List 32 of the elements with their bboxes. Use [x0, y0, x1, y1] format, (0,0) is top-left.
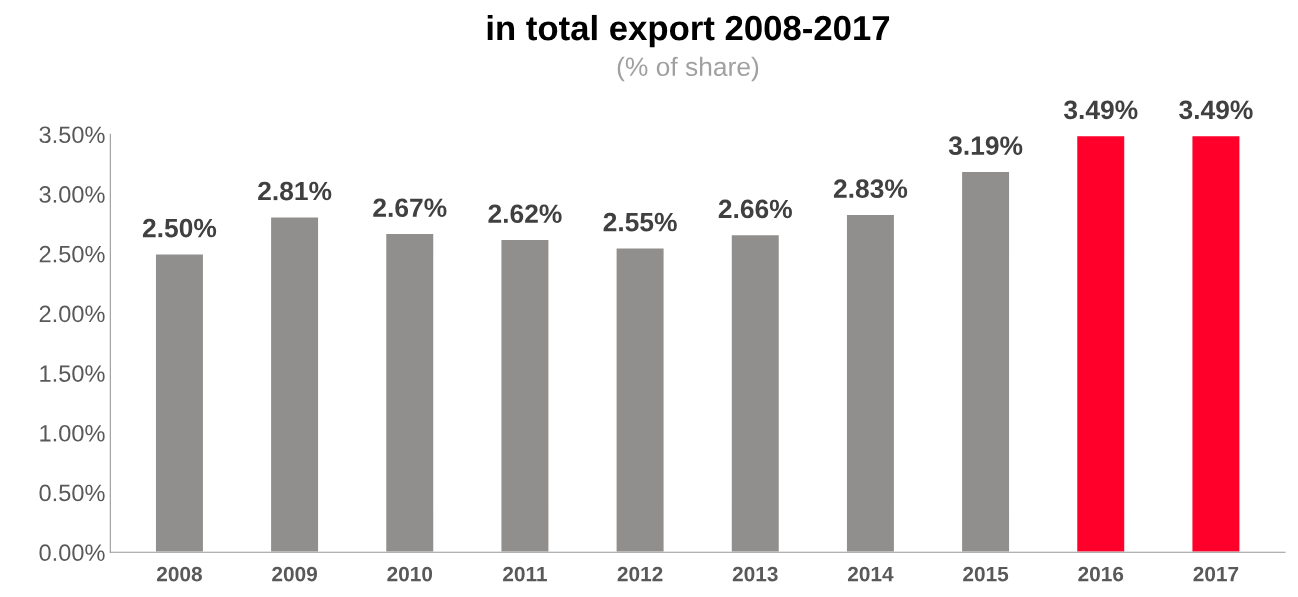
y-tick-label: 2.00% — [39, 305, 105, 323]
data-label: 2.81% — [258, 181, 332, 201]
y-tick-label: 3.00% — [39, 186, 105, 203]
data-label: 2.67% — [373, 198, 447, 218]
bar — [1075, 134, 1126, 553]
data-label: 3.49% — [1179, 100, 1253, 120]
x-tick-label: 2017 — [1193, 566, 1239, 582]
x-tick-label: 2012 — [617, 566, 663, 582]
data-label: 3.19% — [948, 136, 1023, 156]
bar — [1191, 134, 1241, 553]
y-tick-label: 1.50% — [40, 365, 105, 382]
data-label: 2.83% — [833, 179, 908, 199]
y-tick-label: 1.00% — [40, 424, 105, 442]
x-tick-label: 2009 — [272, 566, 317, 582]
y-tick-label: 3.50% — [39, 126, 105, 144]
x-tick-label: 2011 — [503, 566, 547, 582]
data-label: 2.50% — [142, 218, 217, 238]
data-label: 2.55% — [603, 212, 677, 232]
data-label: 3.49% — [1063, 100, 1138, 120]
data-label: 2.62% — [488, 204, 562, 224]
x-tick-label: 2010 — [387, 566, 433, 582]
y-tick-label: 0.50% — [39, 484, 105, 502]
x-tick-label: 2014 — [847, 566, 894, 582]
y-tick-label: 2.50% — [39, 245, 105, 263]
x-tick-label: 2015 — [963, 566, 1009, 582]
y-tick-label: 0.00% — [39, 544, 105, 562]
data-label: 2.66% — [718, 199, 792, 219]
x-tick-label: 2016 — [1078, 566, 1124, 582]
chart-subtitle: (% of share) — [617, 56, 759, 82]
chart-title: in total export 2008-2017 — [487, 14, 890, 48]
x-tick-label: 2008 — [156, 566, 202, 582]
x-tick-label: 2013 — [732, 566, 778, 582]
